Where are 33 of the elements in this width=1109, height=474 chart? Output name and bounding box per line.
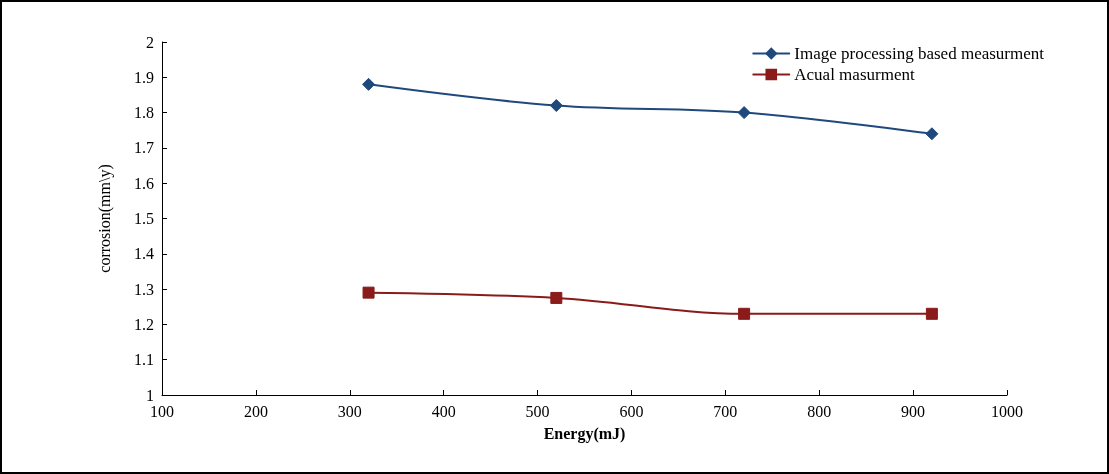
y-tick-label: 2 bbox=[146, 33, 154, 51]
y-tick-label: 1.2 bbox=[134, 315, 154, 333]
x-tick-label: 900 bbox=[901, 402, 926, 420]
point bbox=[925, 307, 938, 320]
x-tick-label: 800 bbox=[807, 402, 832, 420]
y-tick-label: 1 bbox=[146, 386, 154, 404]
x-axis-title: Energy(mJ) bbox=[543, 424, 626, 443]
x-tick-label: 300 bbox=[337, 402, 362, 420]
x-tick-label: 600 bbox=[619, 402, 644, 420]
x-tick-label: 700 bbox=[713, 402, 738, 420]
y-tick-label: 1.7 bbox=[134, 139, 154, 157]
y-axis-title: corrosion(mm\y) bbox=[95, 164, 114, 273]
x-tick-label: 400 bbox=[431, 402, 456, 420]
y-tick-label: 1.6 bbox=[134, 174, 154, 192]
point bbox=[737, 106, 751, 120]
point bbox=[925, 127, 939, 141]
y-tick-label: 1.3 bbox=[134, 280, 154, 298]
x-tick-label: 1000 bbox=[991, 402, 1023, 420]
y-tick-label: 1.8 bbox=[134, 104, 154, 122]
legend-label: Image processing based measurment bbox=[794, 44, 1045, 63]
point bbox=[550, 291, 563, 304]
point bbox=[362, 286, 375, 299]
point bbox=[362, 77, 376, 91]
y-tick-label: 1.5 bbox=[134, 210, 154, 227]
x-tick-label: 100 bbox=[150, 402, 174, 420]
y-tick-label: 1.1 bbox=[134, 351, 154, 369]
point bbox=[549, 99, 563, 113]
legend-label: Acual masurment bbox=[794, 65, 915, 84]
point bbox=[738, 307, 751, 320]
x-tick-label: 500 bbox=[525, 402, 550, 420]
x-tick-label: 200 bbox=[243, 402, 268, 420]
y-tick-label: 1.4 bbox=[134, 245, 154, 263]
y-tick-label: 1.9 bbox=[134, 68, 154, 86]
